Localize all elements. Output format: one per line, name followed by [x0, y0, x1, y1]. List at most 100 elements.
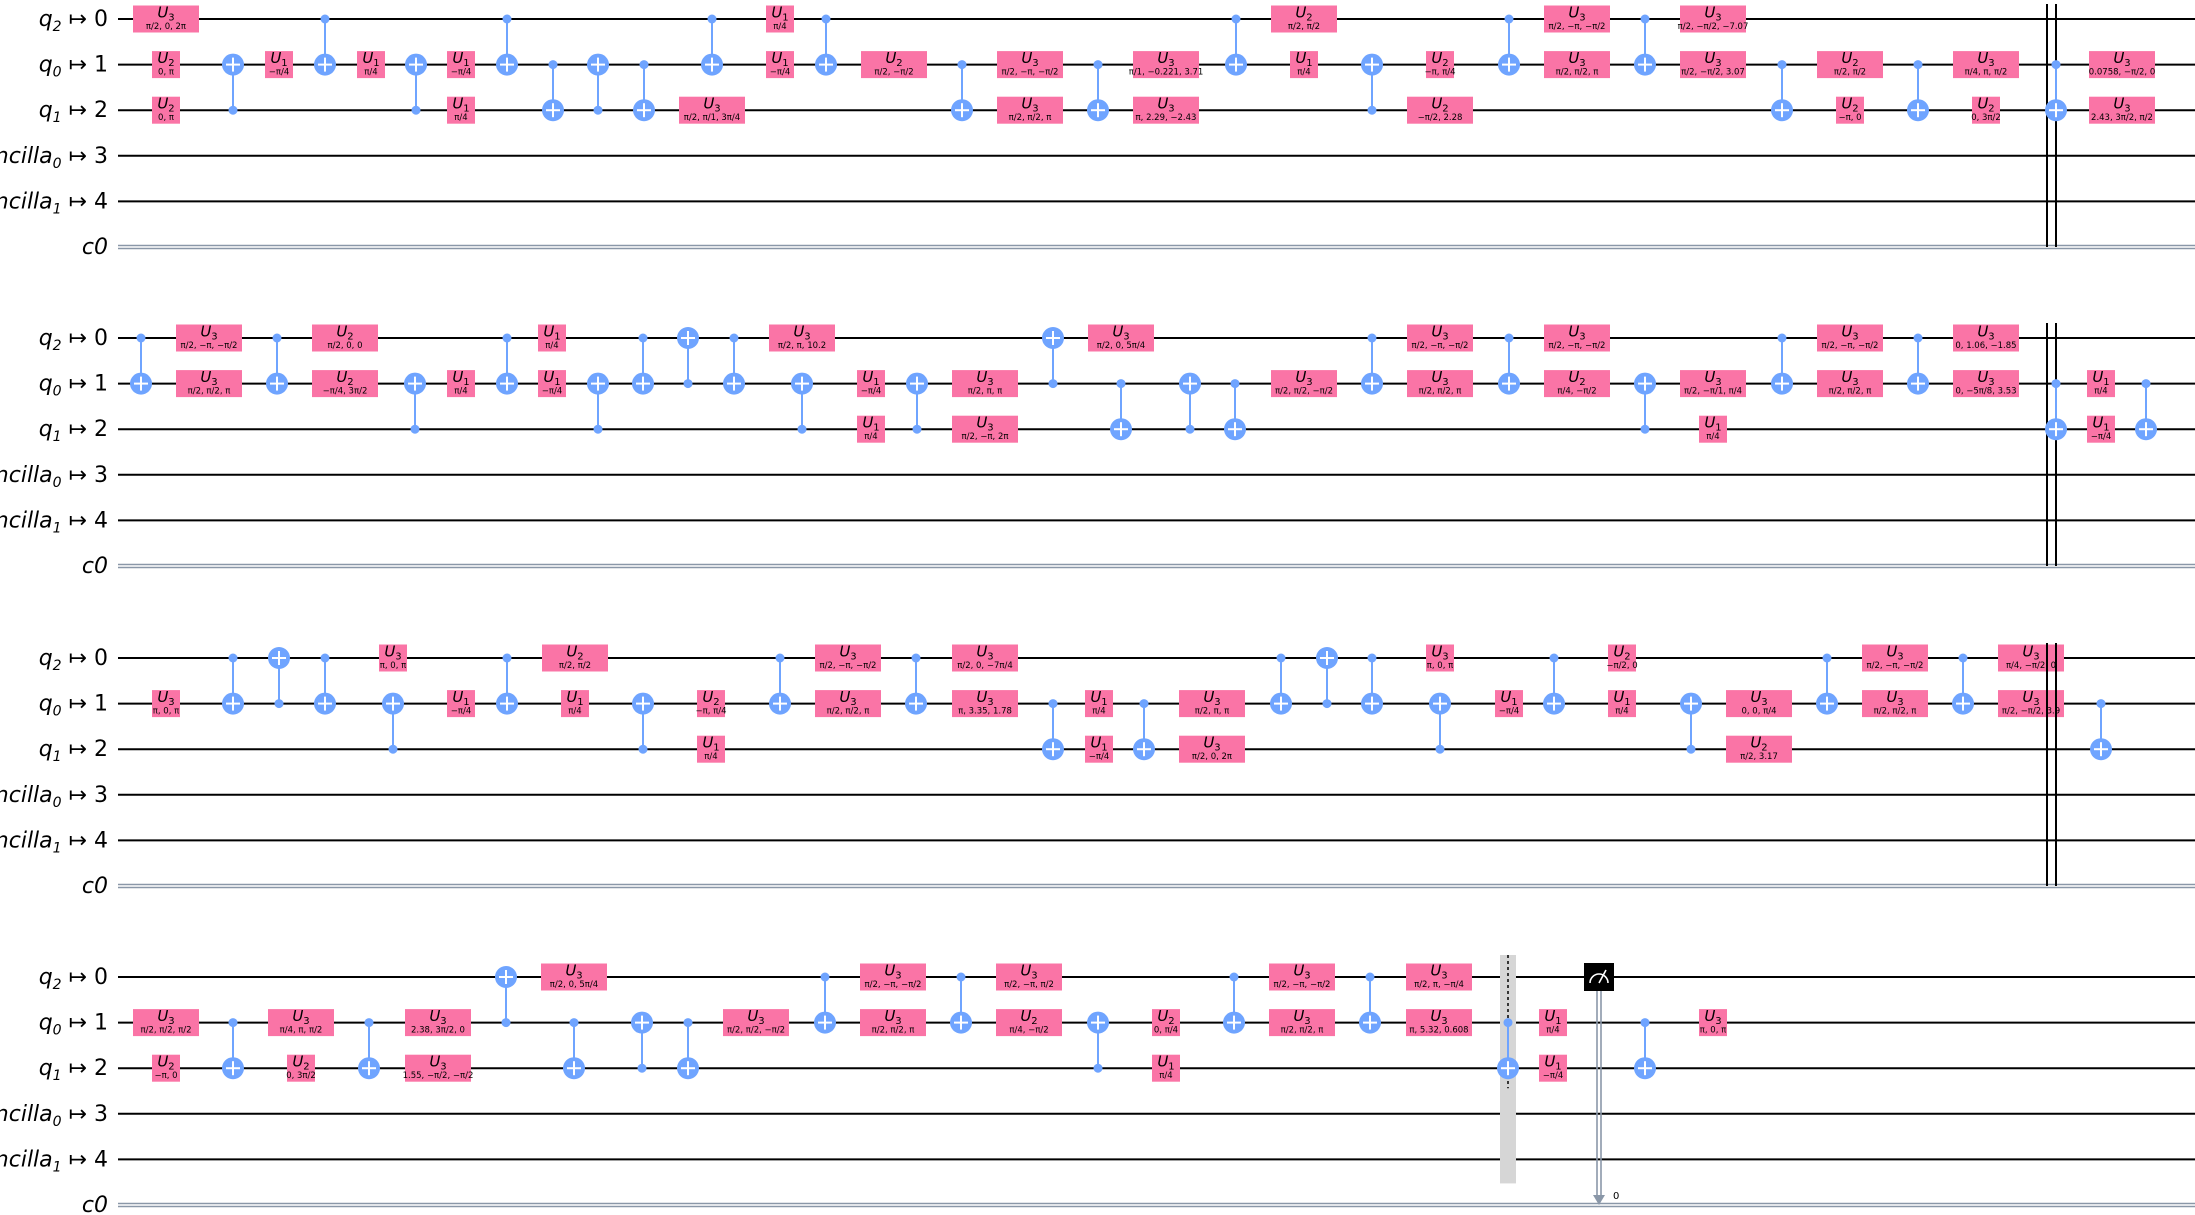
- circuit-row: q2 ↦ 0q0 ↦ 1q1 ↦ 2ancilla0 ↦ 3ancilla1 ↦…: [0, 955, 2195, 1215]
- u-gate: U2π/2, 3.17: [1726, 734, 1792, 763]
- target-plus: [1680, 692, 1702, 715]
- cnot-gate: [1907, 333, 1929, 395]
- gate-letter: U: [1613, 643, 1624, 661]
- register-label: q0 ↦ 1: [39, 53, 108, 81]
- u-gate: U30, 1.06, −1.85: [1953, 323, 2019, 352]
- target-plus: [2045, 418, 2067, 441]
- gate-box: [1726, 735, 1792, 763]
- u-gate: U30, −5π/8, 3.53: [1953, 368, 2019, 398]
- target-plus: [769, 692, 791, 715]
- gate-box: [996, 963, 1062, 991]
- gate-letter: U: [1293, 962, 1304, 980]
- gate-subscript: 2: [347, 332, 353, 343]
- gate-letter: U: [543, 323, 554, 341]
- gate-letter: U: [566, 643, 577, 661]
- cnot-gate: [266, 333, 288, 395]
- gate-letter: U: [2022, 643, 2033, 661]
- gate-letter: U: [452, 368, 463, 386]
- gate-subscript: 2: [303, 1062, 309, 1073]
- gate-letter: U: [565, 962, 576, 980]
- u-gate: U2−π, π/4: [695, 688, 727, 718]
- control-dot: [639, 60, 649, 70]
- gate-box: [379, 644, 407, 672]
- register-index: 2: [94, 737, 108, 762]
- control-dot: [228, 653, 238, 663]
- gate-letter: U: [2022, 688, 2033, 706]
- gate-title: U3: [884, 962, 901, 982]
- classical-bit-index: 0: [1613, 1191, 1619, 1202]
- u-gate: U1π/4: [766, 4, 794, 33]
- gate-subscript: 1: [1306, 58, 1312, 69]
- gate-params: π/2, −π/2, −7.07: [1678, 22, 1749, 32]
- gate-box: [538, 370, 566, 398]
- gate-box: [1406, 963, 1472, 991]
- gate-title: U2: [157, 1053, 174, 1073]
- register-subscript: 1: [53, 429, 62, 445]
- gate-letter: U: [1020, 1007, 1031, 1025]
- gate-letter: U: [1157, 95, 1168, 113]
- control-dot: [501, 1018, 511, 1028]
- gate-params: π/2, 0, 0: [327, 341, 362, 351]
- gate-box: [2087, 370, 2115, 398]
- gate-subscript: 3: [1304, 971, 1310, 982]
- gate-subscript: 2: [1761, 743, 1767, 754]
- gate-subscript: 3: [1441, 971, 1447, 982]
- register-index: 0: [94, 326, 108, 351]
- gate-subscript: 2: [1624, 652, 1630, 663]
- gate-letter: U: [1704, 414, 1715, 432]
- map-arrow: ↦: [62, 98, 94, 123]
- gate-subscript: 3: [1988, 332, 1994, 343]
- gate-params: 0.0758, −π/2, 0: [2089, 68, 2155, 78]
- gate-title: U3: [1203, 734, 1220, 754]
- cnot-gate: [496, 14, 518, 76]
- map-arrow: ↦: [62, 1102, 94, 1127]
- gate-box: [1817, 51, 1883, 79]
- gate-subscript: 3: [1715, 13, 1721, 24]
- gate-box: [1133, 96, 1199, 124]
- gate-params: π/2, −π, −π/2: [1412, 341, 1469, 351]
- gate-box: [538, 324, 566, 352]
- control-dot: [729, 333, 739, 343]
- register-index: 4: [94, 1147, 108, 1172]
- gate-params: π/4: [1159, 1071, 1172, 1081]
- target-plus: [1225, 53, 1247, 76]
- gate-title: U2: [1613, 643, 1630, 663]
- gate-title: U1: [702, 734, 719, 754]
- cnot-gate: [587, 53, 609, 115]
- cnot-gate: [405, 53, 427, 115]
- gate-subscript: 3: [1032, 104, 1038, 115]
- gate-letter: U: [1431, 49, 1442, 67]
- gate-box: [357, 51, 385, 79]
- gate-box: [1407, 324, 1473, 352]
- control-dot: [593, 424, 603, 434]
- gate-title: U3: [429, 1053, 446, 1073]
- gate-title: U1: [1295, 49, 1312, 69]
- register-index: 1: [94, 372, 108, 397]
- target-plus: [1224, 418, 1246, 441]
- u-gate: U3π, 0, π: [152, 688, 180, 718]
- gate-title: U2: [885, 49, 902, 69]
- gate-subscript: 3: [895, 971, 901, 982]
- register-label: q2 ↦ 0: [39, 965, 108, 993]
- gate-box: [2089, 51, 2155, 79]
- gate-letter: U: [566, 688, 577, 706]
- gate-letter: U: [157, 95, 168, 113]
- u-gate: U1π/4: [1699, 414, 1727, 443]
- u-gate: U1−π/4: [265, 49, 293, 79]
- u-gate: U2−π, 0: [152, 1053, 180, 1082]
- gate-letter: U: [839, 643, 850, 661]
- cnot-gate: [1771, 333, 1793, 395]
- u-gate: U30.0758, −π/2, 0: [2089, 49, 2155, 79]
- gate-letter: U: [200, 323, 211, 341]
- gate-letter: U: [157, 688, 168, 706]
- u-gate: U1π/4: [447, 95, 475, 124]
- gate-params: −π/4: [861, 387, 882, 397]
- u-gate: U3π/2, −π, π/2: [996, 962, 1062, 991]
- gate-subscript: 3: [1442, 332, 1448, 343]
- cnot-gate: [2045, 60, 2067, 122]
- wrap-bar: [2046, 323, 2057, 566]
- gate-subscript: 3: [1761, 697, 1767, 708]
- register-name: q: [39, 372, 53, 397]
- u-gate: U3π/2, π/2, −π/2: [1271, 368, 1337, 398]
- register-index: 4: [94, 828, 108, 853]
